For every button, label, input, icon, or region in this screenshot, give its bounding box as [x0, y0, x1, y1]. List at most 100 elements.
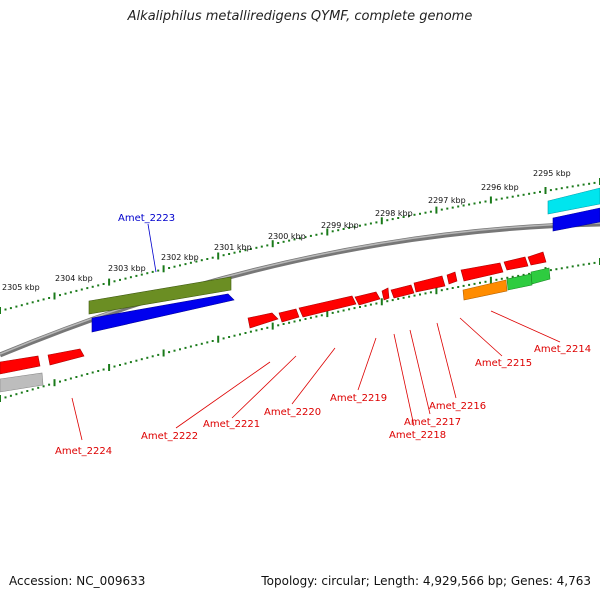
inner-track-minor-tick: [20, 391, 23, 394]
inner-track-minor-tick: [397, 297, 400, 300]
inner-track-minor-tick: [211, 340, 214, 342]
gene-label-2214[interactable]: Amet_2214: [534, 344, 591, 355]
inner-track-major-tick: [380, 298, 383, 306]
gene-feature-red-2220[interactable]: [298, 295, 357, 318]
inner-track-minor-tick: [179, 348, 181, 351]
inner-track-minor-tick: [419, 293, 421, 296]
gene-feature-red-left-edge[interactable]: [0, 355, 41, 375]
gene-feature-red-2224[interactable]: [47, 348, 85, 366]
outer-track-minor-tick: [457, 205, 460, 208]
gene-label-2216[interactable]: Amet_2216: [429, 401, 486, 412]
gene-feature-blue-2223[interactable]: [91, 293, 235, 333]
inner-track-minor-tick: [255, 329, 258, 332]
outer-track-minor-tick: [522, 193, 525, 196]
gene-feature-red-2219[interactable]: [354, 291, 381, 306]
kbp-label-2302: 2302 kbp: [161, 253, 199, 262]
outer-track-minor-tick: [113, 280, 116, 283]
inner-track-minor-tick: [555, 268, 558, 271]
kbp-label-2299: 2299 kbp: [321, 221, 359, 230]
inner-track-major-tick: [108, 364, 111, 371]
outer-track-minor-tick: [500, 197, 503, 200]
outer-track-minor-tick: [408, 214, 411, 217]
inner-track-minor-tick: [124, 362, 127, 365]
gene-label-2217[interactable]: Amet_2217: [404, 417, 461, 428]
inner-track-minor-tick: [348, 308, 351, 311]
outer-track-minor-tick: [211, 256, 214, 259]
gene-label-2223[interactable]: Amet_2223: [118, 213, 175, 224]
outer-track-major-tick: [217, 252, 220, 260]
outer-track-minor-tick: [293, 238, 296, 241]
gene-label-2224[interactable]: Amet_2224: [55, 446, 112, 457]
leader-line-2216: [436, 322, 457, 399]
outer-track-minor-tick: [577, 184, 580, 187]
gene-label-2219[interactable]: Amet_2219: [330, 393, 387, 404]
accession-label: Accession: NC_009633: [9, 574, 146, 588]
gene-feature-orange-2215[interactable]: [462, 279, 508, 301]
inner-track-minor-tick: [48, 383, 51, 386]
gene-label-2222[interactable]: Amet_2222: [141, 431, 198, 442]
outer-track-minor-tick: [479, 201, 481, 204]
outer-tick-track: [0, 178, 600, 314]
outer-track-minor-tick: [462, 204, 465, 207]
outer-track-minor-tick: [140, 273, 143, 276]
outer-track-minor-tick: [593, 181, 596, 184]
gene-feature-red-2216[interactable]: [413, 275, 446, 293]
outer-track-minor-tick: [506, 196, 509, 199]
inner-track-minor-tick: [75, 376, 78, 378]
inner-track-major-tick: [435, 287, 438, 295]
outer-track-major-tick: [0, 307, 1, 314]
genome-summary: Topology: circular; Length: 4,929,566 bp…: [261, 574, 591, 588]
gene-label-2218[interactable]: Amet_2218: [389, 430, 446, 441]
inner-track-minor-tick: [4, 396, 7, 399]
outer-track-major-tick: [544, 187, 547, 194]
gene-feature-red-2217[interactable]: [390, 284, 415, 299]
outer-track-minor-tick: [157, 269, 160, 272]
outer-track-minor-tick: [91, 285, 94, 288]
outer-track-minor-tick: [331, 230, 334, 233]
inner-track-minor-tick: [288, 321, 291, 324]
kbp-label-2301: 2301 kbp: [214, 243, 252, 252]
outer-track-minor-tick: [64, 292, 67, 295]
outer-track-minor-tick: [97, 284, 100, 287]
gene-feature-red-2214a[interactable]: [503, 256, 529, 271]
inner-track-minor-tick: [228, 336, 231, 338]
kbp-label-2297: 2297 kbp: [428, 196, 466, 205]
inner-track-minor-tick: [369, 303, 372, 306]
outer-track-minor-tick: [359, 224, 361, 227]
gene-feature-blue-right[interactable]: [552, 207, 600, 232]
outer-track-minor-tick: [386, 219, 389, 222]
gene-feature-red-2214b[interactable]: [527, 251, 547, 266]
gene-feature-red-2221[interactable]: [278, 308, 300, 323]
gene-feature-olive-2223[interactable]: [88, 276, 232, 315]
outer-track-minor-tick: [266, 244, 269, 247]
inner-track-major-tick: [489, 276, 492, 284]
kbp-label-2300: 2300 kbp: [268, 232, 306, 241]
inner-track-minor-tick: [266, 326, 269, 329]
outer-track-major-tick: [108, 278, 111, 286]
gene-feature-green-b[interactable]: [530, 267, 551, 285]
inner-track-minor-tick: [249, 330, 252, 333]
gene-feature-gray-left-edge[interactable]: [0, 372, 44, 393]
outer-track-minor-tick: [255, 246, 258, 249]
gene-label-2221[interactable]: Amet_2221: [203, 419, 260, 430]
inner-track-minor-tick: [424, 292, 427, 295]
gene-feature-red-small[interactable]: [446, 271, 458, 285]
outer-track-minor-tick: [288, 239, 291, 242]
outer-track-minor-tick: [184, 263, 187, 266]
gene-feature-cyan[interactable]: [547, 187, 600, 215]
outer-track-minor-tick: [146, 272, 149, 275]
inner-track-minor-tick: [446, 288, 449, 291]
gene-label-2215[interactable]: Amet_2215: [475, 358, 532, 369]
outer-track-minor-tick: [75, 289, 78, 292]
kbp-label-2298: 2298 kbp: [375, 209, 413, 218]
gene-feature-green-a[interactable]: [506, 273, 533, 291]
inner-track-minor-tick: [571, 265, 574, 268]
outer-track-minor-tick: [353, 225, 356, 228]
gene-feature-red-2222[interactable]: [247, 312, 279, 329]
inner-track-minor-tick: [91, 371, 94, 374]
gene-feature-red-2215[interactable]: [460, 262, 504, 282]
gene-label-2220[interactable]: Amet_2220: [264, 407, 321, 418]
gene-feature-red-2218[interactable]: [381, 287, 390, 301]
leader-line-2214: [490, 310, 561, 343]
